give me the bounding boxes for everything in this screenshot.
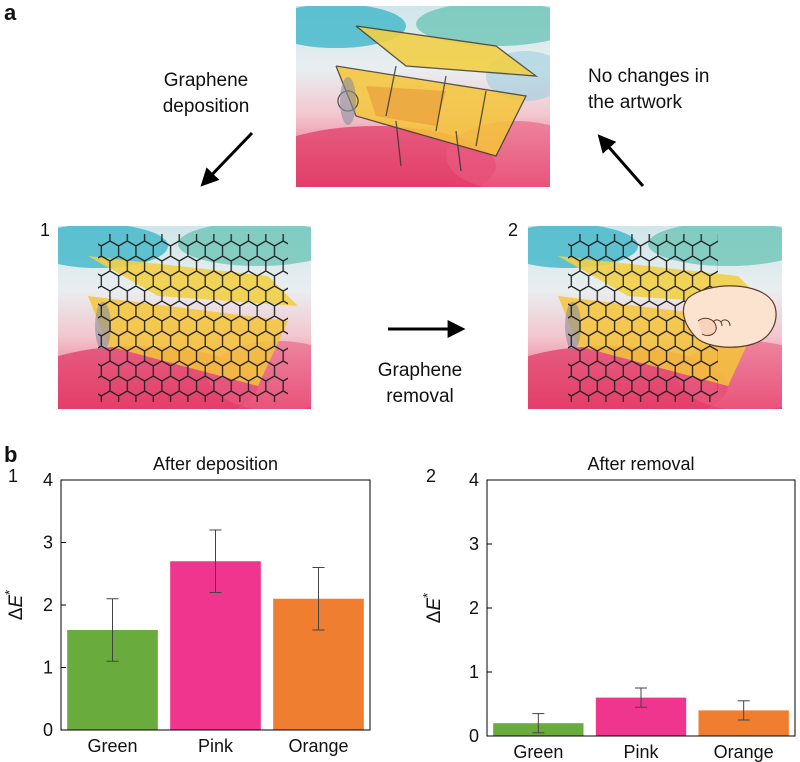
panel-a-letter: a — [4, 0, 17, 25]
c2-x-tick-label-green: Green — [513, 742, 563, 762]
c2-plot-frame — [486, 479, 796, 737]
c1-y-axis-label: ΔE* — [2, 590, 27, 620]
caption-removal-line2: removal — [386, 386, 454, 407]
c1-chart-title: After deposition — [153, 454, 278, 474]
c2-x-tick-label-pink: Pink — [623, 742, 659, 762]
arrow-down-left-icon — [200, 131, 254, 187]
c1-x-tick-label-orange: Orange — [288, 736, 348, 756]
c2-panel-number: 2 — [426, 466, 436, 486]
step-label-1: 1 — [40, 220, 51, 240]
c2-x-tick-label-orange: Orange — [714, 742, 774, 762]
c1-y-tick-label: 3 — [43, 533, 53, 553]
caption-graphene-deposition: Graphene deposition — [146, 68, 266, 120]
c2-y-tick-label: 2 — [469, 598, 479, 618]
caption-no-changes-line2: the artwork — [588, 92, 682, 113]
caption-deposition-line1: Graphene — [163, 70, 249, 91]
c1-x-tick-label-pink: Pink — [198, 736, 234, 756]
caption-removal-line1: Graphene — [377, 360, 463, 381]
c2-y-tick-label: 0 — [469, 726, 479, 746]
c1-x-tick-label-green: Green — [87, 736, 137, 756]
c1-y-tick-label: 2 — [43, 595, 53, 615]
caption-no-changes: No changes in the artwork — [588, 64, 748, 116]
artwork-graphene-removal-photo — [528, 226, 782, 409]
c2-y-axis-label: ΔE* — [420, 593, 445, 623]
c2-y-tick-label: 1 — [469, 662, 479, 682]
caption-graphene-removal: Graphene removal — [360, 358, 480, 410]
c1-y-tick-label: 1 — [43, 658, 53, 678]
c1-y-tick-label: 0 — [43, 720, 53, 740]
panel-b-letter: b — [4, 442, 18, 467]
c1-y-tick-label: 4 — [43, 470, 53, 490]
chart-after-removal: 2 After removal ΔE* 0 1 2 3 4 Green Pink Orange — [420, 454, 796, 762]
arrow-up-left-icon — [597, 134, 645, 187]
workflow-arrows — [200, 131, 645, 338]
artwork-graphene-deposited-photo — [58, 226, 311, 409]
caption-no-changes-line1: No changes in — [588, 66, 710, 87]
c2-chart-title: After removal — [587, 454, 694, 474]
hand-icon — [682, 285, 777, 348]
c2-y-tick-label: 3 — [469, 534, 479, 554]
step-label-2: 2 — [508, 220, 519, 240]
artwork-original-photo — [296, 6, 550, 187]
chart-after-deposition: 1 After deposition ΔE* 0 1 2 3 4 Green Pink Orange — [2, 454, 371, 756]
c1-panel-number: 1 — [8, 466, 18, 486]
c2-y-tick-label: 4 — [469, 470, 479, 490]
caption-deposition-line2: deposition — [162, 96, 250, 117]
c1-plot-frame — [60, 479, 371, 731]
